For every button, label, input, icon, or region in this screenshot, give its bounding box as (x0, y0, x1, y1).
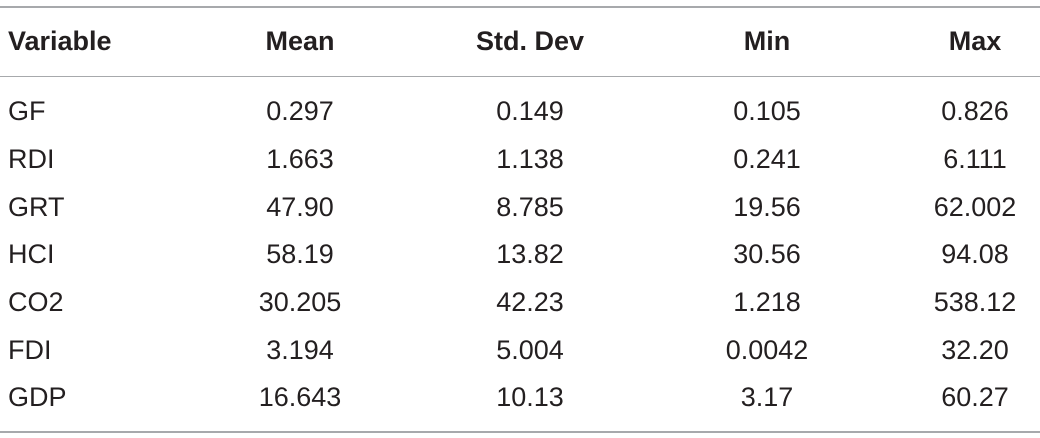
cell-std-dev: 13.82 (496, 239, 564, 269)
header-std-dev: Std. Dev (475, 26, 585, 56)
cell-variable: GRT (8, 192, 65, 222)
table-row: GF 0.297 0.149 0.105 0.826 (0, 87, 1040, 135)
cell-min: 3.17 (740, 382, 794, 412)
cell-variable: HCI (8, 239, 55, 269)
cell-variable: RDI (8, 144, 55, 174)
cell-mean: 47.90 (266, 192, 334, 222)
cell-variable: FDI (8, 335, 52, 365)
cell-std-dev: 1.138 (496, 144, 564, 174)
header-rule (0, 76, 1040, 77)
header-min: Min (743, 26, 791, 56)
cell-std-dev: 0.149 (496, 96, 564, 126)
header-variable: Variable (8, 26, 112, 56)
header-mean: Mean (265, 26, 335, 56)
table-row: FDI 3.194 5.004 0.0042 32.20 (0, 326, 1040, 374)
cell-min: 0.105 (733, 96, 801, 126)
cell-max: 32.20 (941, 335, 1009, 365)
table-row: GRT 47.90 8.785 19.56 62.002 (0, 183, 1040, 231)
cell-min: 19.56 (733, 192, 801, 222)
cell-mean: 58.19 (266, 239, 334, 269)
cell-min: 1.218 (733, 287, 801, 317)
cell-variable: GDP (8, 382, 67, 412)
cell-min: 30.56 (733, 239, 801, 269)
table-row: CO2 30.205 42.23 1.218 538.12 (0, 278, 1040, 326)
header-row: Variable Mean Std. Dev Min Max (0, 17, 1040, 65)
cell-mean: 3.194 (266, 335, 334, 365)
cell-mean: 0.297 (266, 96, 334, 126)
cell-min: 0.241 (733, 144, 801, 174)
cell-max: 538.12 (933, 287, 1017, 317)
cell-variable: GF (8, 96, 46, 126)
cell-std-dev: 10.13 (496, 382, 564, 412)
cell-max: 0.826 (941, 96, 1009, 126)
cell-max: 6.111 (943, 144, 1007, 174)
cell-max: 94.08 (941, 239, 1009, 269)
table-row: RDI 1.663 1.138 0.241 6.111 (0, 135, 1040, 183)
header-max: Max (948, 26, 1002, 56)
cell-max: 62.002 (933, 192, 1017, 222)
cell-variable: CO2 (8, 287, 64, 317)
table-row: GDP 16.643 10.13 3.17 60.27 (0, 373, 1040, 421)
cell-std-dev: 42.23 (496, 287, 564, 317)
top-rule (0, 6, 1040, 8)
table-row: HCI 58.19 13.82 30.56 94.08 (0, 230, 1040, 278)
cell-max: 60.27 (941, 382, 1009, 412)
cell-mean: 16.643 (258, 382, 342, 412)
cell-min: 0.0042 (725, 335, 809, 365)
bottom-rule (0, 431, 1040, 433)
cell-std-dev: 8.785 (496, 192, 564, 222)
cell-mean: 1.663 (266, 144, 334, 174)
cell-mean: 30.205 (258, 287, 342, 317)
cell-std-dev: 5.004 (496, 335, 564, 365)
